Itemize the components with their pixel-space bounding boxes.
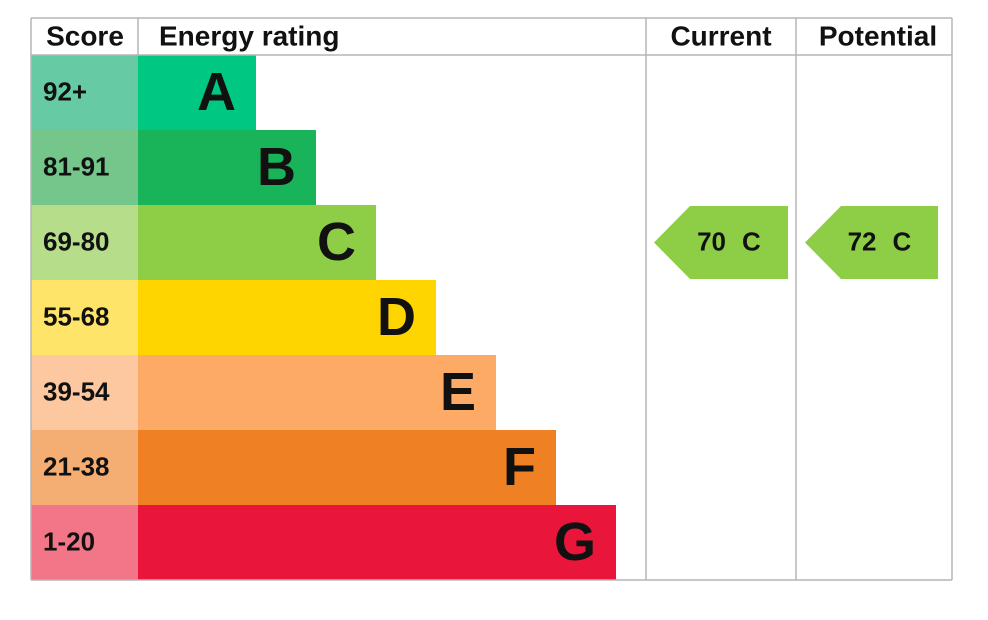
rating-letter: B bbox=[257, 137, 296, 197]
score-cell bbox=[31, 505, 138, 580]
rating-bar bbox=[138, 55, 256, 130]
rating-bar bbox=[138, 280, 436, 355]
rating-header: Energy rating bbox=[159, 20, 339, 51]
score-label: 81-91 bbox=[43, 151, 110, 181]
potential-letter: C bbox=[893, 226, 912, 256]
potential-header: Potential bbox=[819, 20, 937, 51]
current-letter: C bbox=[742, 226, 761, 256]
score-cell bbox=[31, 130, 138, 205]
rating-letter: A bbox=[197, 62, 236, 122]
score-label: 69-80 bbox=[43, 226, 110, 256]
current-header: Current bbox=[670, 20, 771, 51]
score-label: 55-68 bbox=[43, 301, 110, 331]
rating-bar bbox=[138, 355, 496, 430]
current-value: 70 bbox=[697, 226, 726, 256]
rating-bar bbox=[138, 430, 556, 505]
rating-letter: F bbox=[503, 437, 536, 497]
rating-letter: E bbox=[440, 362, 476, 422]
rating-bar bbox=[138, 205, 376, 280]
score-label: 21-38 bbox=[43, 451, 110, 481]
current-arrow bbox=[654, 206, 788, 279]
rating-letter: C bbox=[317, 212, 356, 272]
score-label: 1-20 bbox=[43, 526, 95, 556]
rating-bar bbox=[138, 505, 616, 580]
score-header: Score bbox=[46, 20, 124, 51]
rating-bar bbox=[138, 130, 316, 205]
score-label: 39-54 bbox=[43, 376, 110, 406]
potential-arrow bbox=[805, 206, 938, 279]
score-cell bbox=[31, 430, 138, 505]
potential-value: 72 bbox=[848, 226, 877, 256]
score-cell bbox=[31, 280, 138, 355]
score-cell bbox=[31, 355, 138, 430]
rating-letter: D bbox=[377, 287, 416, 347]
rating-letter: G bbox=[554, 512, 596, 572]
score-cell bbox=[31, 205, 138, 280]
score-cell bbox=[31, 55, 138, 130]
score-label: 92+ bbox=[43, 76, 87, 106]
